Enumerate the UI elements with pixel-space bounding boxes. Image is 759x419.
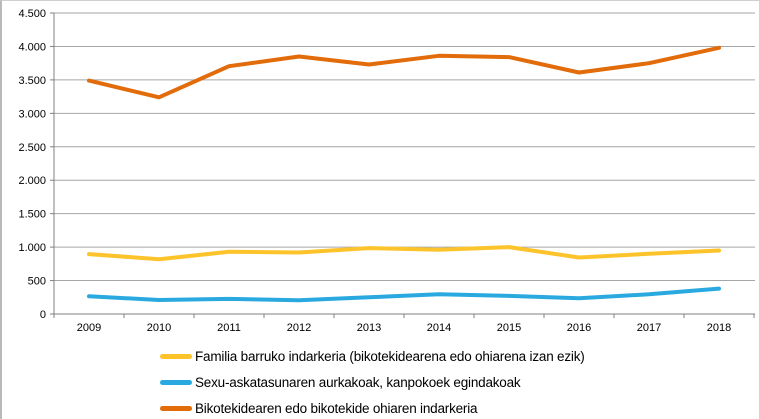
legend-line-swatch-blue-icon	[160, 379, 192, 385]
x-axis-tick-label: 2012	[287, 322, 311, 334]
y-axis-tick-label: 2.500	[18, 142, 46, 154]
legend-line-swatch-orange-icon	[160, 405, 192, 411]
x-axis-tick-label: 2011	[217, 322, 241, 334]
series-line-2	[87, 45, 721, 100]
x-axis-tick-label: 2013	[357, 322, 381, 334]
y-axis-tick-label: 4.500	[18, 8, 46, 20]
x-axis-tick-label: 2016	[567, 322, 591, 334]
legend-item-sexu-askatasuna: Sexu-askatasunaren aurkakoak, kanpokoek …	[160, 373, 585, 391]
y-axis-tick-label: 500	[28, 276, 46, 288]
x-axis-tick-label: 2015	[497, 322, 521, 334]
y-axis-tick-label: 0	[40, 309, 46, 321]
chart-legend: Familia barruko indarkeria (bikotekidear…	[160, 347, 585, 417]
x-axis-tick-label: 2017	[637, 322, 661, 334]
y-axis-tick-label: 1.500	[18, 209, 46, 221]
x-axis-tick-label: 2014	[427, 322, 451, 334]
legend-label: Sexu-askatasunaren aurkakoak, kanpokoek …	[195, 374, 521, 390]
x-axis-tick-label: 2010	[147, 322, 171, 334]
y-axis-tick-label: 4.000	[18, 41, 46, 53]
legend-line-swatch-yellow-icon	[160, 353, 192, 359]
x-axis-tick-label: 2018	[707, 322, 731, 334]
series-line-0	[87, 245, 721, 262]
y-axis-tick-label: 3.500	[18, 75, 46, 87]
legend-label: Familia barruko indarkeria (bikotekidear…	[195, 348, 585, 364]
y-axis-tick-label: 1.000	[18, 242, 46, 254]
legend-item-familia-barruko: Familia barruko indarkeria (bikotekidear…	[160, 347, 585, 365]
legend-item-bikotekidearen: Bikotekidearen edo bikotekide ohiaren in…	[160, 399, 585, 417]
y-axis-tick-label: 3.000	[18, 108, 46, 120]
series-line-1	[87, 286, 721, 303]
y-axis-tick-label: 2.000	[18, 175, 46, 187]
line-chart-canvas: 0 500 1.000 1.500 2.000 2.500 3.000 3.500 4.000 4…	[18, 8, 755, 334]
x-axis-tick-label: 2009	[77, 322, 101, 334]
legend-label: Bikotekidearen edo bikotekide ohiaren in…	[195, 400, 478, 416]
